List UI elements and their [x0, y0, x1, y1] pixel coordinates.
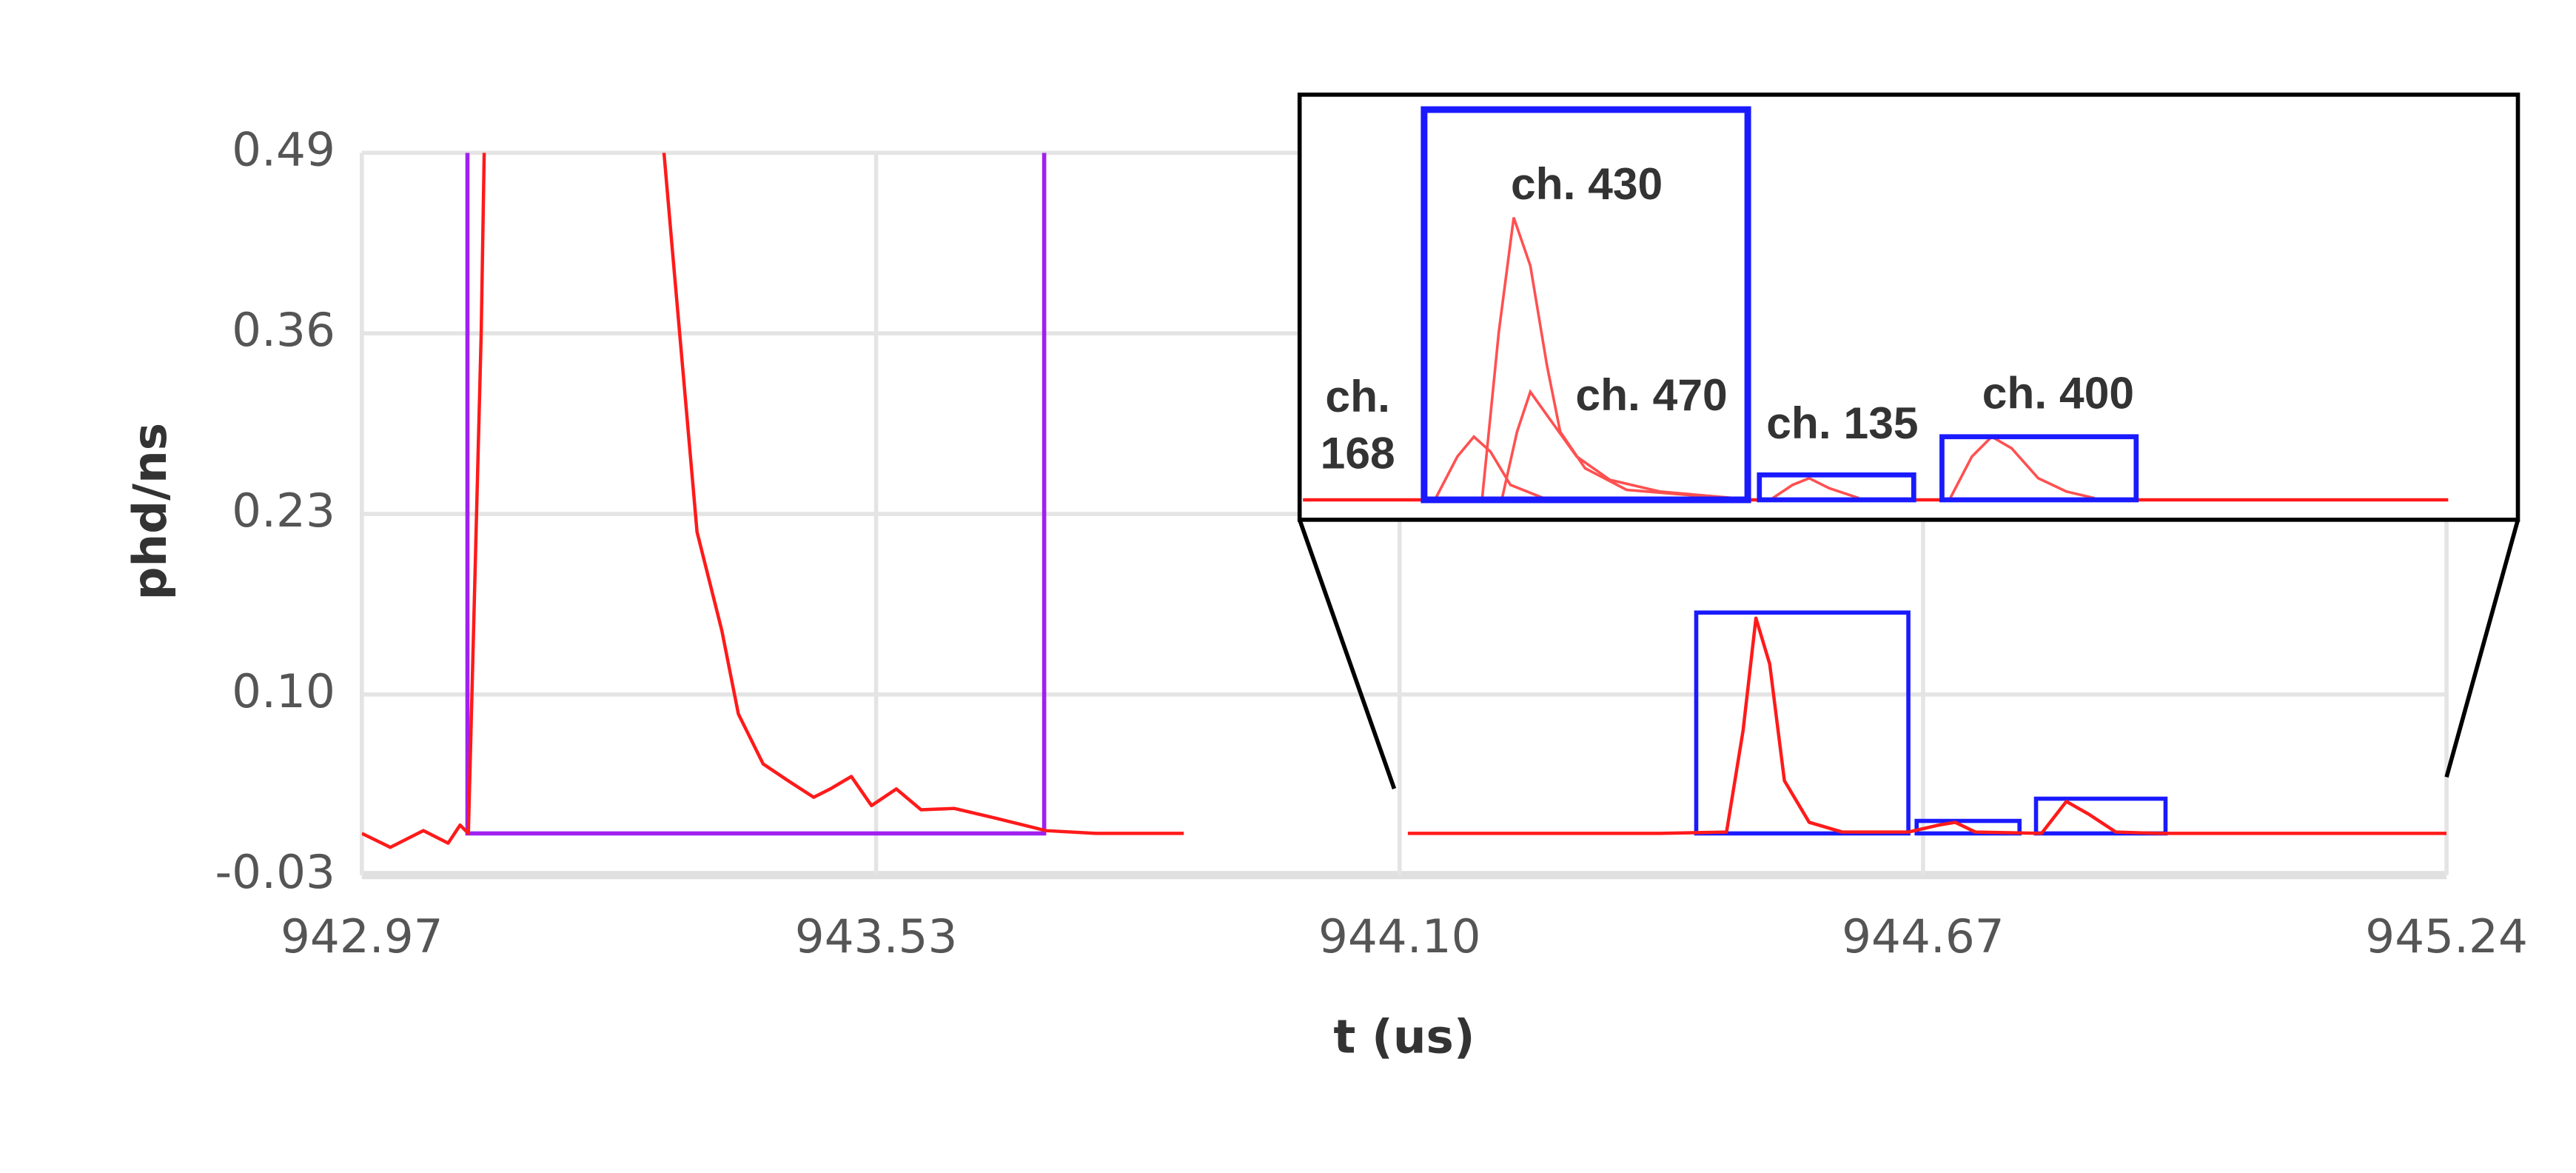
x-tick-label: 943.53: [795, 909, 958, 963]
annotation: ch. 168: [1320, 372, 1395, 478]
y-tick-label: 0.36: [232, 303, 335, 357]
inset-box: [1421, 106, 1751, 504]
inset-trace: [1434, 435, 1544, 500]
pulse-box: [2033, 796, 2168, 836]
x-tick-label: 944.67: [1842, 909, 2005, 963]
x-tick-label: 945.24: [2365, 909, 2528, 963]
trace: [361, 153, 2447, 849]
inset-box: [1939, 434, 2139, 503]
inset: ch. 168 ch. 430 ch. 470 ch. 135 ch. 400: [1297, 93, 2520, 790]
pulse-box: [1694, 610, 1911, 836]
y-tick-label: -0.03: [215, 845, 335, 899]
inset-trace: [1480, 217, 1727, 500]
y-tick-label: 0.23: [232, 484, 335, 538]
zoom-line: [1298, 518, 1397, 790]
annotation: ch. 430: [1511, 158, 1663, 209]
y-tick-label: 0.49: [232, 122, 335, 176]
pulse-box: [1914, 818, 2022, 836]
x-axis-label: t (us): [1333, 1010, 1475, 1064]
zoom-line: [2444, 519, 2520, 778]
inset-trace: [1500, 389, 1735, 500]
inset-trace: [1771, 476, 1859, 500]
window: [465, 153, 1047, 836]
y-tick-label: 0.10: [232, 664, 335, 718]
plot-area: [361, 153, 2447, 849]
inset-frame: [1297, 93, 2520, 522]
annotation: ch. 470: [1575, 370, 1727, 420]
annotation: ch. 135: [1766, 398, 1918, 448]
x-tick-label: 942.97: [281, 909, 443, 963]
annotation-box: ch. 168: [1320, 372, 1395, 478]
annotation: ch. 400: [1982, 368, 2134, 418]
y-axis-label: phd/ns: [123, 423, 177, 601]
x-tick-label: 944.10: [1318, 909, 1481, 963]
inset-box: [1757, 472, 1916, 503]
inset-trace: [1949, 435, 2096, 500]
